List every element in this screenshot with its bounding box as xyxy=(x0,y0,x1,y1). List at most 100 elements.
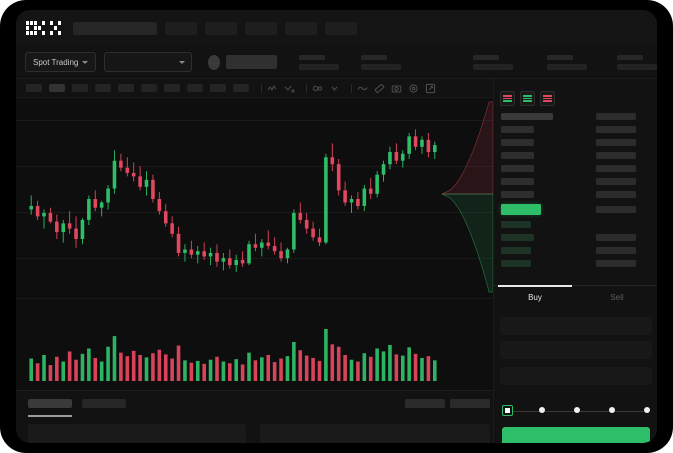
camera-snapshot-icon[interactable] xyxy=(391,83,402,94)
template-icon[interactable] xyxy=(312,83,323,94)
nav-item-1[interactable] xyxy=(164,21,197,35)
order-amount-stepper[interactable] xyxy=(494,401,657,423)
measure-ruler-icon[interactable] xyxy=(374,83,385,94)
orderbook-row-mid[interactable] xyxy=(501,204,541,215)
chevron-down-icon[interactable] xyxy=(329,83,340,94)
candlestick-chart[interactable] xyxy=(16,98,493,298)
okx-logo-icon[interactable] xyxy=(26,20,61,36)
chart-gridline xyxy=(16,166,493,167)
nav-item-3[interactable] xyxy=(244,21,277,35)
tab-sell[interactable]: Sell xyxy=(610,293,624,302)
top-navigation-bar xyxy=(16,10,657,46)
order-total-field[interactable] xyxy=(500,367,652,385)
orderbook-row-ask[interactable] xyxy=(501,165,534,172)
bottom-tab-open-orders[interactable] xyxy=(28,399,72,408)
trade-sidebar: Buy Sell xyxy=(493,79,657,443)
bottom-tab-order-history[interactable] xyxy=(82,399,126,408)
orderbook-mode-switcher xyxy=(500,91,555,106)
indicator-icon[interactable] xyxy=(267,83,278,94)
buy-sell-tab-group: Buy Sell xyxy=(494,285,657,311)
orderbook-row-ask[interactable] xyxy=(501,152,534,159)
trading-mode-button[interactable]: Spot Trading xyxy=(25,52,97,72)
orderbook-row-bid[interactable] xyxy=(501,260,531,267)
timeframe-30m[interactable] xyxy=(95,84,111,92)
depth-area-series xyxy=(441,101,493,293)
line-style-icon[interactable] xyxy=(357,83,368,94)
nav-item-5[interactable] xyxy=(324,21,357,35)
market-stat-5 xyxy=(616,54,657,70)
buy-sell-active-indicator xyxy=(498,285,572,287)
orderbook-row-head[interactable] xyxy=(501,113,553,120)
timeframe-1m[interactable] xyxy=(26,84,42,92)
stepper-step-0-active[interactable] xyxy=(502,405,513,416)
candlestick-series xyxy=(29,129,437,273)
timeframe-1mo[interactable] xyxy=(210,84,226,92)
stepper-step-3[interactable] xyxy=(609,407,615,413)
orderbook-row-ask[interactable] xyxy=(501,191,534,198)
orderbook-row-bid[interactable] xyxy=(501,234,534,241)
orderbook-row-ask[interactable] xyxy=(501,178,534,185)
orderbook-row-ask[interactable] xyxy=(501,139,534,146)
nav-item-4[interactable] xyxy=(284,21,317,35)
orderbook[interactable] xyxy=(494,111,657,283)
orderbook-mode-bids-icon[interactable] xyxy=(520,91,535,106)
volume-histogram xyxy=(16,298,493,390)
tab-buy[interactable]: Buy xyxy=(528,293,542,302)
bottom-action-1[interactable] xyxy=(405,399,445,408)
timeframe-1d[interactable] xyxy=(164,84,180,92)
orderbook-row-total xyxy=(596,139,636,146)
market-stat-1 xyxy=(298,54,339,70)
bottom-orders-panel xyxy=(16,390,493,443)
place-buy-order-button[interactable] xyxy=(502,427,650,443)
orderbook-mode-both-icon[interactable] xyxy=(500,91,515,106)
orderbook-row-bid[interactable] xyxy=(501,247,531,254)
trading-mode-label: Spot Trading xyxy=(33,57,79,67)
order-price-field[interactable] xyxy=(500,317,652,335)
market-stat-label xyxy=(546,54,573,60)
market-stat-label xyxy=(616,54,643,60)
last-price-value xyxy=(225,55,277,69)
market-stat-value xyxy=(472,63,513,70)
orderbook-row-total xyxy=(596,191,636,198)
bottom-content-card-right xyxy=(260,424,490,443)
bottom-tab-active-indicator xyxy=(28,415,72,417)
timeframe-1h[interactable] xyxy=(118,84,134,92)
chevron-down-icon xyxy=(82,60,89,64)
timeframe-4h[interactable] xyxy=(141,84,157,92)
chart-settings-gear-icon[interactable] xyxy=(408,83,419,94)
chart-gridline xyxy=(16,120,493,121)
nav-item-2[interactable] xyxy=(204,21,237,35)
market-stat-label xyxy=(472,54,499,60)
timeframe-1w[interactable] xyxy=(187,84,203,92)
order-amount-field[interactable] xyxy=(500,341,652,359)
toolbar-divider xyxy=(261,83,262,93)
fullscreen-expand-icon[interactable] xyxy=(425,83,436,94)
orderbook-row-ask[interactable] xyxy=(501,126,534,133)
bottom-action-2[interactable] xyxy=(450,399,490,408)
orderbook-row-bid[interactable] xyxy=(501,221,531,228)
orderbook-row-total xyxy=(596,165,636,172)
market-stat-label xyxy=(360,54,387,60)
timeframe-15m[interactable] xyxy=(72,84,88,92)
stepper-step-2[interactable] xyxy=(574,407,580,413)
pair-coin-avatar-icon xyxy=(207,54,220,70)
stepper-step-4[interactable] xyxy=(644,407,650,413)
app-screen: Spot Trading xyxy=(16,10,657,443)
chevron-down-icon xyxy=(178,60,185,64)
nav-search-placeholder[interactable] xyxy=(72,21,157,35)
orderbook-mode-asks-icon[interactable] xyxy=(540,91,555,106)
orderbook-row-total xyxy=(596,178,636,185)
stepper-step-1[interactable] xyxy=(539,407,545,413)
orderbook-row-total xyxy=(596,206,636,213)
trading-pair-select[interactable] xyxy=(104,52,192,72)
orderbook-row-total xyxy=(596,152,636,159)
market-stat-label xyxy=(298,54,325,60)
timeframe-5m[interactable] xyxy=(49,84,65,92)
orderbook-row-total xyxy=(596,113,636,120)
bottom-content-card-left xyxy=(28,424,246,443)
timeframe-more[interactable] xyxy=(233,84,249,92)
toolbar-divider xyxy=(306,83,307,93)
chart-gridline xyxy=(16,212,493,213)
orderbook-row-total xyxy=(596,247,636,254)
compare-icon[interactable] xyxy=(284,83,295,94)
